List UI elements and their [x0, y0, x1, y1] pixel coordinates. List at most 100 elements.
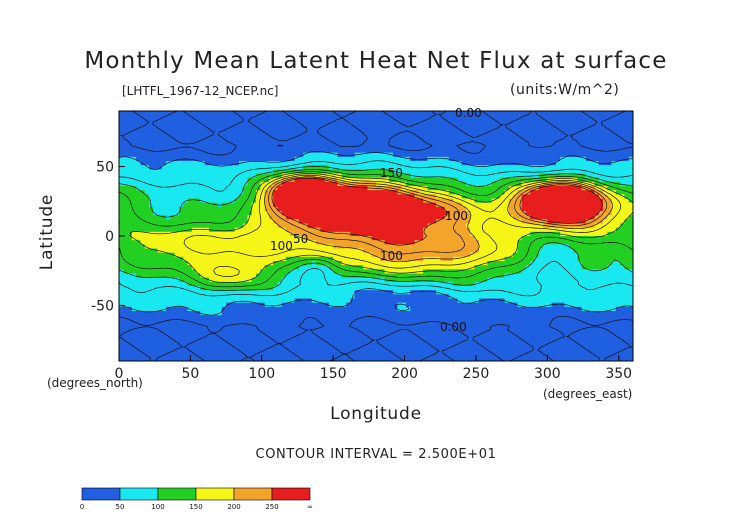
field-cell — [607, 186, 612, 191]
units-label: (units:W/m^2) — [510, 82, 620, 98]
field-cell — [256, 127, 261, 133]
field-cell — [487, 173, 493, 179]
field-cell — [478, 169, 484, 174]
field-cell — [491, 202, 497, 208]
field-cell — [397, 261, 403, 266]
field-cell — [213, 277, 218, 283]
field-cell — [405, 194, 411, 199]
field-cell — [573, 206, 578, 212]
field-cell — [534, 123, 540, 129]
field-cell — [286, 148, 291, 154]
field-cell — [603, 248, 608, 254]
field-cell — [234, 169, 240, 174]
field-cell — [560, 240, 565, 245]
field-cell — [337, 219, 343, 224]
field-cell — [226, 273, 231, 279]
field-cell — [530, 269, 535, 274]
field-cell — [200, 165, 206, 170]
field-cell — [170, 119, 176, 124]
field-cell — [268, 186, 274, 191]
field-cell — [478, 136, 484, 141]
field-cell — [260, 240, 266, 245]
field-cell — [624, 148, 630, 154]
field-cell — [337, 231, 343, 237]
field-cell — [590, 144, 595, 149]
field-cell — [217, 244, 223, 249]
field-cell — [534, 136, 540, 141]
field-cell — [615, 177, 621, 183]
field-cell — [431, 140, 437, 145]
field-cell — [316, 181, 321, 187]
field-cell — [470, 169, 475, 174]
field-cell — [264, 161, 270, 166]
field-cell — [615, 240, 621, 245]
field-cell — [431, 219, 437, 224]
field-cell — [444, 227, 450, 233]
field-cell — [170, 227, 176, 233]
field-cell — [131, 115, 137, 120]
field-cell — [418, 111, 424, 116]
field-cell — [500, 115, 505, 120]
field-cell — [543, 265, 548, 270]
field-cell — [208, 136, 214, 141]
field-cell — [577, 131, 582, 137]
field-cell — [401, 265, 407, 270]
field-cell — [183, 194, 188, 199]
field-cell — [534, 127, 540, 133]
field-cell — [440, 252, 445, 258]
field-cell — [273, 161, 278, 166]
field-cell — [358, 186, 364, 191]
field-cell — [161, 244, 167, 249]
field-cell — [457, 194, 463, 199]
field-cell — [320, 281, 325, 287]
field-cell — [166, 152, 171, 158]
field-cell — [483, 161, 488, 166]
field-cell — [136, 161, 141, 166]
field-cell — [401, 206, 407, 212]
field-cell — [277, 273, 283, 279]
field-cell — [590, 161, 595, 166]
field-cell — [448, 181, 454, 187]
field-cell — [311, 215, 317, 220]
field-cell — [367, 136, 373, 141]
field-cell — [221, 156, 227, 162]
field-cell — [525, 244, 531, 249]
field-cell — [191, 215, 197, 220]
field-cell — [393, 198, 398, 204]
field-cell — [217, 140, 223, 145]
field-cell — [213, 165, 218, 170]
field-cell — [354, 240, 360, 245]
field-cell — [594, 252, 600, 258]
field-cell — [465, 119, 471, 124]
field-cell — [161, 111, 167, 116]
field-cell — [273, 127, 278, 133]
field-cell — [500, 244, 505, 249]
field-cell — [405, 231, 411, 237]
field-cell — [221, 269, 227, 274]
field-cell — [161, 165, 167, 170]
field-cell — [183, 202, 188, 208]
field-cell — [213, 148, 218, 154]
field-cell — [311, 127, 317, 133]
field-cell — [243, 231, 248, 237]
field-cell — [444, 240, 450, 245]
field-cell — [397, 165, 403, 170]
field-cell — [504, 269, 510, 274]
field-cell — [294, 261, 300, 266]
field-cell — [624, 265, 630, 270]
field-cell — [350, 127, 355, 133]
field-cell — [311, 219, 317, 224]
field-cell — [311, 131, 317, 137]
field-cell — [564, 136, 570, 141]
field-cell — [191, 244, 197, 249]
field-cell — [204, 190, 210, 195]
field-cell — [457, 156, 463, 162]
field-cell — [534, 177, 540, 183]
field-cell — [200, 144, 206, 149]
field-cell — [495, 169, 501, 174]
field-cell — [174, 198, 180, 204]
field-cell — [483, 194, 488, 199]
field-cell — [311, 173, 317, 179]
field-cell — [363, 173, 368, 179]
field-cell — [337, 277, 343, 283]
